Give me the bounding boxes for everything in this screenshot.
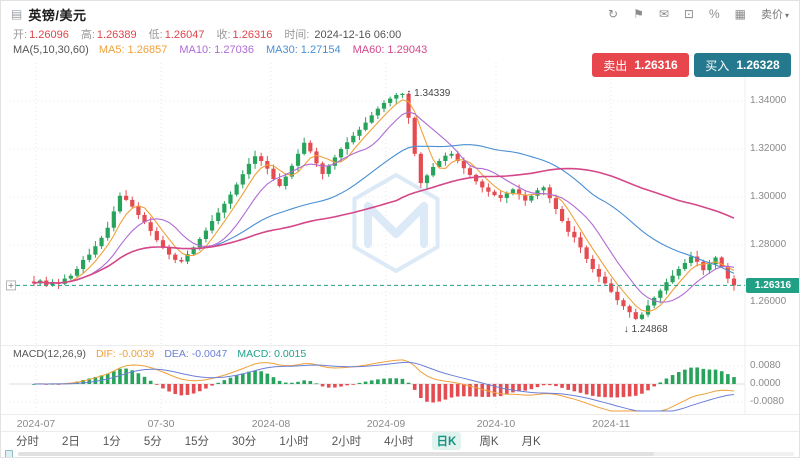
ma60-line	[33, 167, 735, 285]
tab-2d[interactable]: 2日	[62, 436, 80, 448]
quote-field-label: 收:	[216, 28, 231, 41]
time-axis-label: 2024-07	[16, 418, 56, 430]
popout-icon[interactable]: ⊡	[683, 7, 694, 21]
macd-axis-label: 0.0000	[750, 378, 781, 389]
percent-icon[interactable]: %	[708, 7, 720, 21]
refresh-icon[interactable]: ↻	[608, 7, 619, 21]
header-toolbar: ↻ ⚑ ✉ ⊡% ▦ 卖价 ▾	[593, 6, 789, 22]
dea-line	[34, 361, 735, 412]
quote-field-label: 高:	[80, 28, 95, 41]
quote-field: 收: 1.26316	[216, 26, 272, 42]
ohlc-bar: 开: 1.26096 高: 1.26389 低: 1.26047 收: 1.26316 时间: …	[1, 26, 799, 41]
buy-button[interactable]: 买入 1.26328	[694, 53, 791, 77]
tab-1h[interactable]: 1小时	[279, 436, 309, 448]
timeframe-tabs: 分时 2日 1分 5分 15分 30分 1小时 2小时 4小时 日K 周K 月K	[1, 431, 799, 450]
quote-time-label: 时间:	[284, 28, 310, 41]
tab-5m[interactable]: 5分	[143, 436, 162, 448]
price-mode-selector[interactable]: 卖价 ▾	[761, 6, 789, 22]
quote-field-value: 1.26096	[29, 28, 69, 41]
quote-time: 时间: 2024-12-16 06:00	[284, 26, 401, 42]
ma10-line	[33, 111, 735, 303]
scrollbar-home-button[interactable]	[5, 450, 13, 457]
indicator-value: DIF: -0.0039	[95, 347, 155, 360]
buy-price: 1.26328	[736, 58, 780, 72]
symbol-icon: ▤	[11, 7, 23, 21]
ma-legend-title: MA(5,10,30,60)	[13, 43, 89, 56]
scrollbar-thumb[interactable]	[18, 452, 655, 456]
watermark-logo	[352, 172, 440, 274]
macd-pane	[32, 359, 736, 412]
flag-icon[interactable]: ⚑	[633, 7, 644, 21]
indicator-value: DEA: -0.0047	[164, 347, 228, 360]
quote-field-value: 1.26047	[164, 28, 205, 41]
time-axis-label: 07-30	[147, 418, 175, 430]
quote-field: 低: 1.26047	[149, 26, 205, 42]
scrollbar-track[interactable]	[18, 452, 794, 456]
price-axis-label: 1.32000	[750, 143, 787, 154]
tab-4h[interactable]: 4小时	[384, 436, 414, 448]
tab-15m[interactable]: 15分	[184, 436, 210, 448]
macd-axis-label: 0.0080	[750, 360, 781, 371]
chart-overlays: ↑ 1.34339 ↓ 1.24868	[6, 88, 745, 335]
indicator-value: MACD: 0.0015	[237, 347, 307, 360]
tab-30m[interactable]: 30分	[232, 436, 257, 448]
quote-field: 高: 1.26389	[81, 26, 137, 42]
quote-field-value: 1.26389	[96, 28, 137, 41]
sell-button-label: 卖出	[603, 58, 628, 73]
macd-axis-label: -0.0080	[750, 396, 784, 407]
tab-1M[interactable]: 月K	[521, 436, 541, 448]
price-mode-label: 卖价	[760, 9, 783, 21]
current-price-tag: 1.26316	[746, 277, 799, 293]
macd-legend: MACD(12,26,9) DIF: -0.0039 DEA: -0.0047 MA…	[13, 347, 316, 360]
sell-price: 1.26316	[634, 58, 678, 72]
price-axis-label: 1.30000	[750, 191, 787, 202]
pair-title: 英镑/美元	[28, 7, 87, 23]
ma5-line	[33, 99, 735, 313]
time-axis-label: 2024-11	[592, 418, 630, 430]
tab-2h[interactable]: 2小时	[331, 436, 362, 448]
indicator-value: MA10: 1.27036	[179, 43, 254, 56]
indicator-value: MA5: 1.26857	[98, 43, 168, 56]
ma-lines	[33, 99, 735, 313]
indicator-value: MA30: 1.27154	[265, 43, 341, 56]
macd-legend-title: MACD(12,26,9)	[13, 347, 86, 360]
tab-1w[interactable]: 周K	[479, 436, 499, 448]
low-annotation: ↓ 1.24868	[624, 324, 668, 335]
price-line-marker-icon[interactable]	[6, 280, 16, 291]
tab-1m[interactable]: 1分	[102, 436, 121, 448]
tab-time[interactable]: 分时	[16, 436, 39, 448]
chart-scrollbar	[1, 450, 799, 457]
time-axis-label: 2024-09	[366, 418, 406, 430]
quote-field-label: 低:	[148, 28, 163, 41]
high-annotation: ↑ 1.34339	[406, 88, 450, 99]
time-axis-label: 2024-08	[251, 418, 291, 430]
grid-icon[interactable]: ▦	[734, 7, 746, 21]
indicator-value: MA60: 1.29043	[352, 43, 428, 56]
quote-field: 开: 1.26096	[13, 26, 69, 42]
tab-1d[interactable]: 日K	[431, 432, 462, 450]
header-icons: ↻ ⚑ ✉ ⊡% ▦	[593, 8, 746, 20]
comment-icon[interactable]: ✉	[658, 7, 669, 21]
quote-field-label: 开:	[13, 28, 28, 41]
quote-field-value: 1.26316	[232, 28, 273, 41]
price-axis-label: 1.28000	[750, 239, 787, 250]
buy-button-label: 买入	[705, 58, 730, 73]
quote-time-value: 2024-12-16 06:00	[311, 28, 402, 41]
time-axis-label: 2024-10	[476, 418, 516, 430]
chevron-down-icon: ▾	[784, 11, 789, 20]
price-axis-label: 1.34000	[750, 95, 787, 106]
sell-button[interactable]: 卖出 1.26316	[592, 53, 689, 77]
price-axis-label: 1.26000	[750, 296, 787, 307]
header: ▤ 英镑/美元 ↻ ⚑ ✉ ⊡% ▦ 卖价 ▾	[1, 1, 799, 27]
dif-line	[33, 359, 735, 412]
